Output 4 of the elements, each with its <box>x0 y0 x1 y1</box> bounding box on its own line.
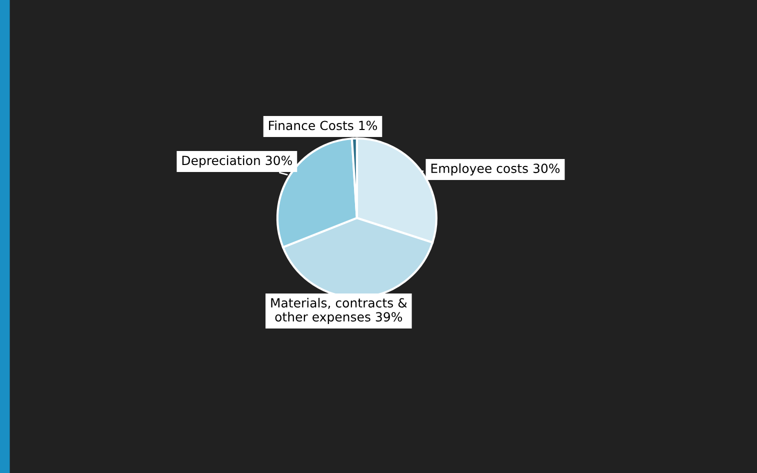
slice-label: Finance Costs 1% <box>269 120 378 130</box>
slice-label: Employee costs 30% <box>431 163 560 176</box>
slice-label: Materials, contracts & other expenses 39% <box>271 298 407 324</box>
slice-label: Depreciation 30% <box>182 155 292 168</box>
